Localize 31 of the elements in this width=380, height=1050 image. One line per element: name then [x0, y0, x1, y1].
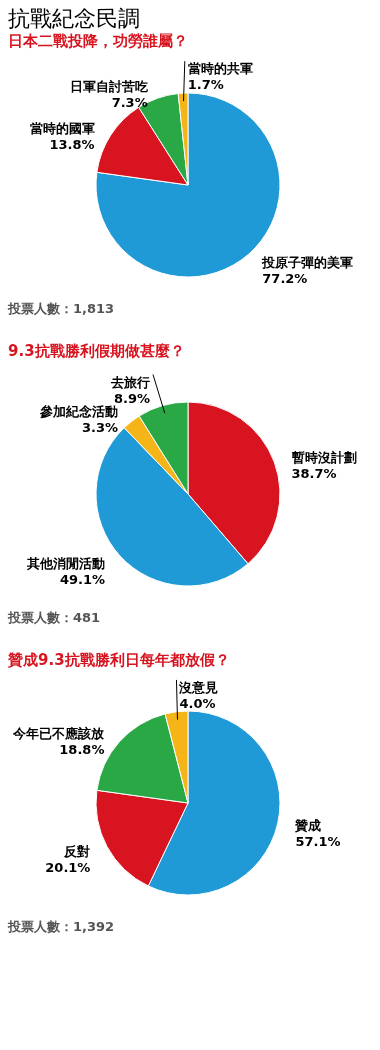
chart-subtitle: 日本二戰投降，功勞誰屬？: [8, 32, 188, 50]
chart-title: 抗戰紀念民調: [8, 6, 140, 31]
data-label: 3.3%: [81, 420, 118, 436]
slice-label: 今年已不應該放: [12, 725, 106, 741]
slice-label: 暫時沒計劃: [291, 449, 357, 465]
data-label: 18.8%: [59, 741, 105, 757]
slice-label: 當時的國軍: [29, 120, 95, 136]
slice-label: 投原子彈的美軍: [261, 255, 354, 271]
text: 投票人數：481: [7, 610, 101, 625]
slice-label: 日軍自討苦吃: [69, 78, 148, 94]
data-label: 8.9%: [113, 390, 150, 406]
data-label: 13.8%: [49, 136, 95, 152]
data-label: 7.3%: [111, 94, 148, 110]
data-label: 77.2%: [262, 271, 308, 287]
slice-label: 去旅行: [109, 374, 150, 390]
slice-label: 當時的共軍: [187, 61, 253, 77]
slice-label: 其他消閒活動: [26, 555, 106, 571]
slice-label: 反對: [63, 844, 91, 860]
data-label: 20.1%: [45, 860, 91, 876]
slice-label: 參加紀念活動: [39, 404, 118, 420]
data-label: 49.1%: [59, 571, 106, 587]
text: 投票人數：1,392: [7, 919, 115, 934]
chart-title: 贊成9.3抗戰勝利日每年都放假？: [7, 651, 230, 669]
slice-label: 沒意見: [178, 679, 219, 695]
chart-title: 9.3抗戰勝利假期做甚麼？: [8, 342, 185, 360]
data-label: 57.1%: [295, 834, 341, 850]
data-label: 4.0%: [179, 695, 216, 711]
data-label: 38.7%: [291, 465, 337, 481]
data-label: 1.7%: [187, 77, 224, 93]
slice-label: 贊成: [294, 818, 322, 834]
text: 投票人數：1,813: [7, 301, 115, 316]
